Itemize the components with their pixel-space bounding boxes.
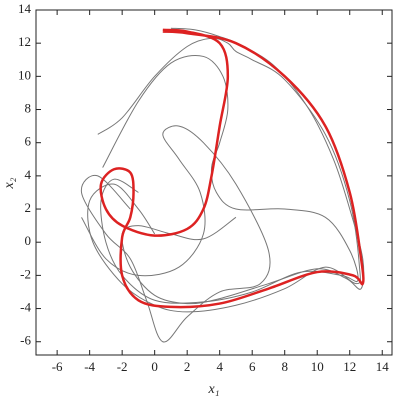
- y-axis-label: x₂: [2, 177, 17, 189]
- y-tick-label: 8: [25, 101, 32, 116]
- x-tick-label: 0: [151, 359, 158, 374]
- x-tick-label: -2: [117, 359, 128, 374]
- trajectory: [99, 28, 365, 309]
- x-axis-label: x₁: [207, 382, 219, 397]
- x-tick-label: 12: [343, 359, 356, 374]
- y-tick-label: -6: [20, 333, 31, 348]
- y-tick-label: 6: [25, 134, 32, 149]
- x-tick-label: -4: [84, 359, 95, 374]
- x-tick-label: 2: [184, 359, 191, 374]
- y-tick-label: 14: [18, 1, 32, 16]
- x-tick-label: 4: [216, 359, 223, 374]
- y-tick-label: 12: [18, 34, 31, 49]
- trajectory: [100, 54, 359, 304]
- trajectory: [121, 27, 365, 305]
- x-tick-label: 8: [281, 359, 288, 374]
- trajectory: [80, 125, 271, 343]
- y-tick-label: 2: [25, 200, 32, 215]
- plot-frame: [35, 9, 393, 356]
- x-tick-label: 10: [311, 359, 324, 374]
- x-tick-label: 6: [249, 359, 256, 374]
- y-tick-label: -2: [20, 266, 31, 281]
- y-tick-label: 4: [25, 167, 32, 182]
- x-tick-label: -6: [52, 359, 63, 374]
- y-tick-label: 10: [18, 67, 31, 82]
- x-tick-label: 14: [376, 359, 390, 374]
- y-tick-label: 0: [25, 233, 32, 248]
- y-tick-label: -4: [20, 300, 31, 315]
